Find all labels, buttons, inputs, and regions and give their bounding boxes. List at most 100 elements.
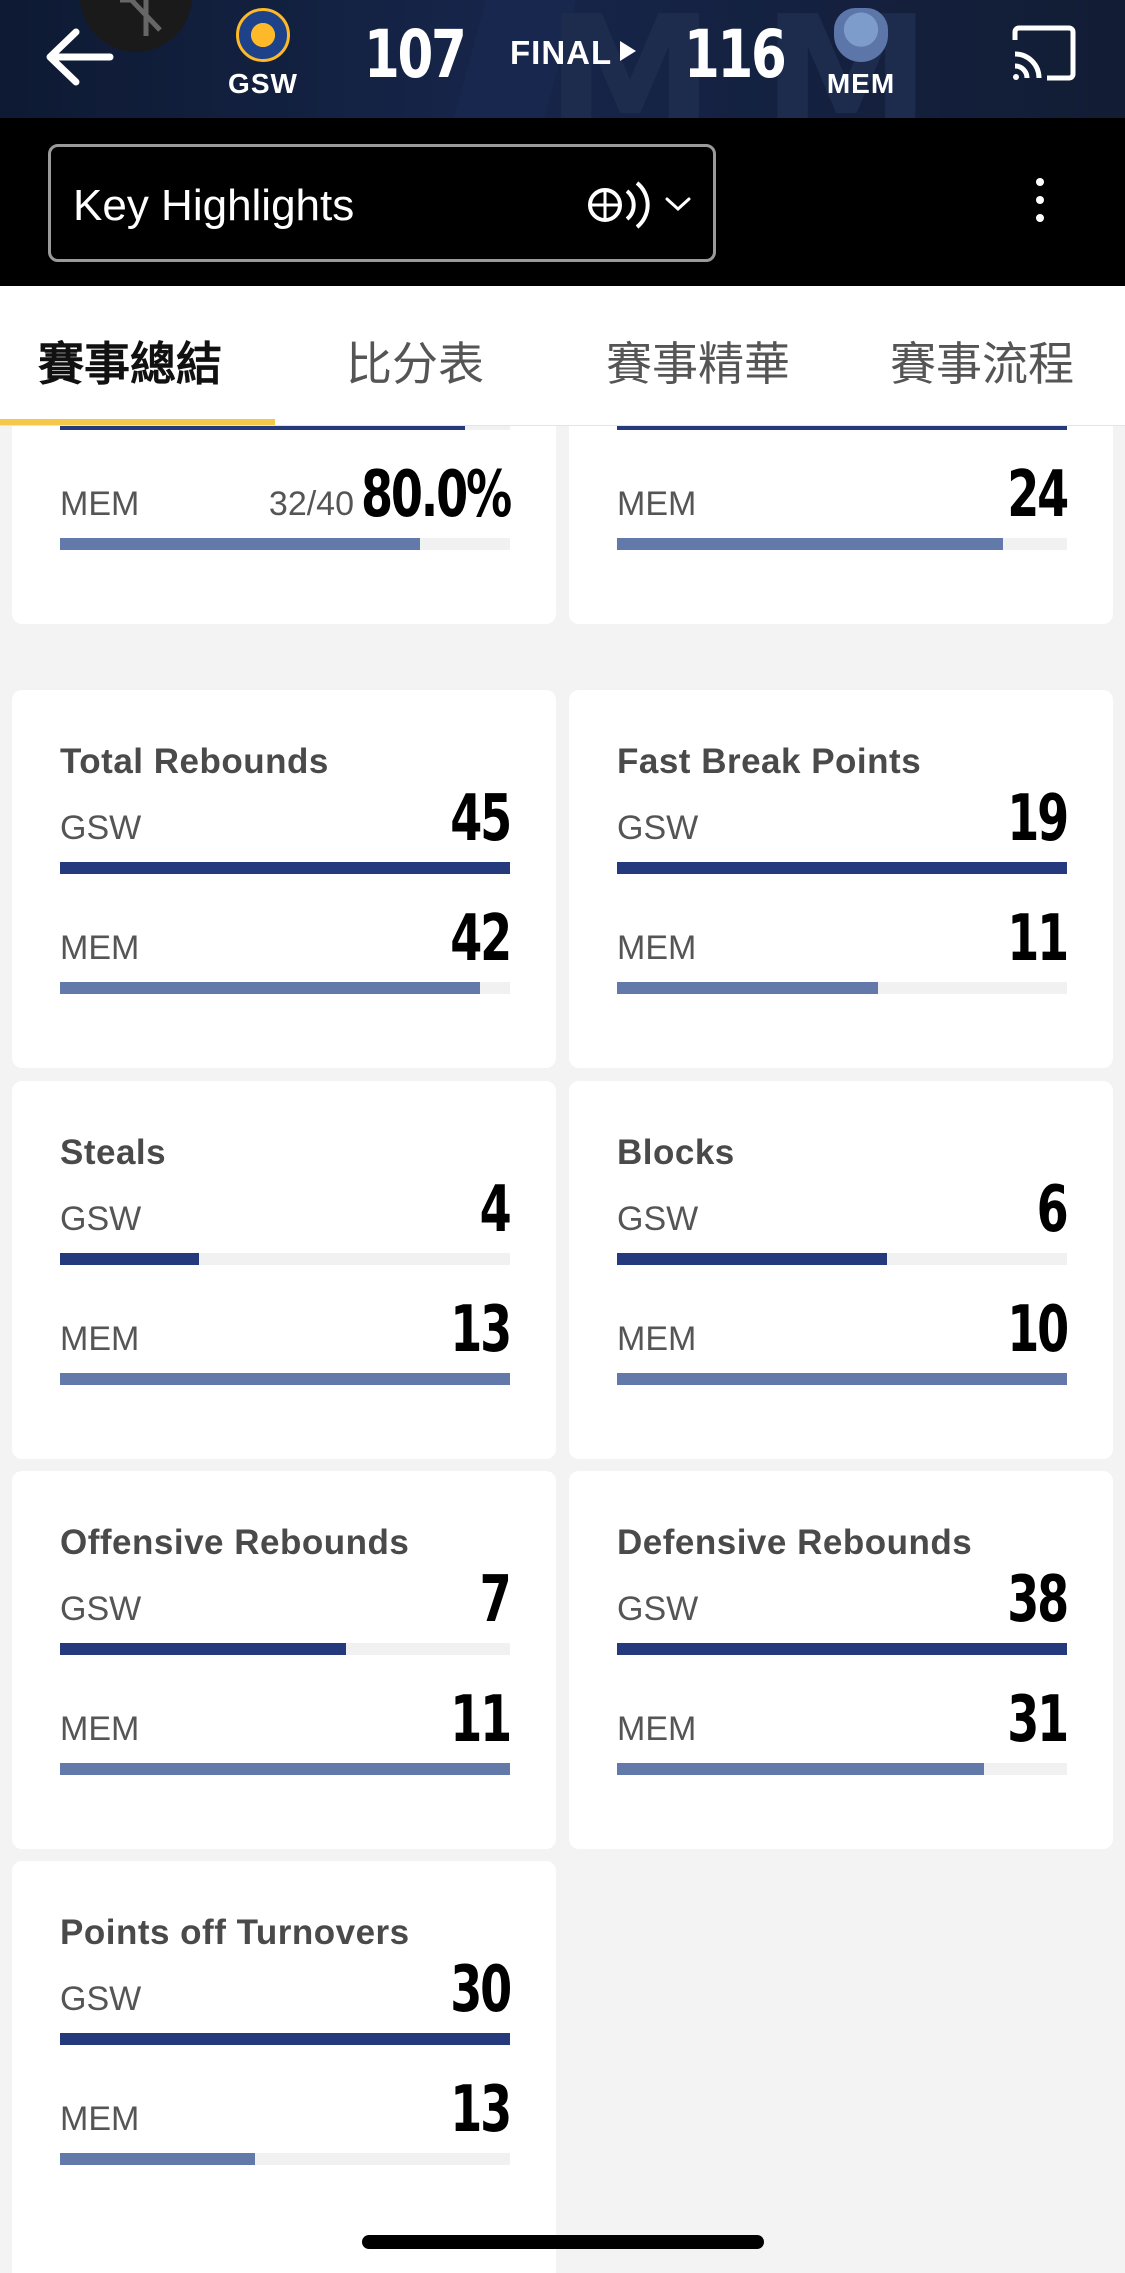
- game-status[interactable]: FINAL: [510, 34, 637, 72]
- stat-bar-fill: [60, 982, 480, 994]
- arrow-left-icon: [46, 28, 114, 86]
- away-team-abbr: MEM: [826, 68, 896, 99]
- stat-bar-fill: [60, 1253, 199, 1265]
- stat-title: Defensive Rebounds: [617, 1523, 973, 1562]
- cast-button[interactable]: [1009, 24, 1079, 84]
- more-vertical-icon: [1036, 178, 1044, 186]
- home-team[interactable]: GSW: [208, 8, 318, 100]
- stat-bar-track: [60, 2153, 510, 2165]
- tab-highlights[interactable]: 賽事精華: [606, 338, 790, 390]
- stat-value: 11: [1007, 902, 1069, 976]
- tab-bar: 賽事總結 比分表 賽事精華 賽事流程: [0, 286, 1125, 426]
- stat-card: GSW28MEM24: [569, 426, 1113, 624]
- stat-bar-track: [60, 1763, 510, 1775]
- mem-stat-row: MEM 32/40 80.0%: [60, 458, 512, 550]
- gsw-logo-icon: [236, 8, 290, 62]
- highlights-dropdown[interactable]: Key Highlights: [48, 144, 716, 262]
- gsw-stat-row: GSW 38: [617, 1563, 1069, 1655]
- mem-stat-row: MEM 42: [60, 902, 512, 994]
- more-options-button[interactable]: [1028, 178, 1052, 230]
- stat-bar-track: [60, 862, 510, 874]
- stat-title: Steals: [60, 1133, 167, 1172]
- stat-value: 10: [1007, 1293, 1069, 1367]
- stat-bar-track: [617, 1763, 1067, 1775]
- stat-bar-track: [60, 982, 510, 994]
- team-abbr: MEM: [60, 929, 140, 967]
- dropdown-label: Key Highlights: [73, 181, 355, 230]
- game-status-label: FINAL: [510, 34, 613, 71]
- tab-boxscore[interactable]: 比分表: [346, 338, 484, 390]
- stat-bar-track: [617, 982, 1067, 994]
- stat-bar-fill: [60, 426, 465, 430]
- stat-bar-fill: [617, 862, 1067, 874]
- stat-bar-track: [60, 538, 510, 550]
- back-button[interactable]: [40, 22, 130, 92]
- stat-bar-fill: [60, 1373, 510, 1385]
- cast-icon: [1012, 25, 1076, 81]
- gsw-stat-row: GSW 30: [60, 1953, 512, 2045]
- tab-play-by-play[interactable]: 賽事流程: [890, 338, 1074, 390]
- gsw-stat-row: GSW 45: [60, 782, 512, 874]
- home-team-abbr: GSW: [228, 68, 298, 99]
- stat-card: Blocks GSW 6 MEM 10: [569, 1081, 1113, 1459]
- stat-value: 4: [480, 1173, 512, 1247]
- stat-bar-fill: [617, 1643, 1067, 1655]
- stat-bar-track: [617, 862, 1067, 874]
- home-score: 107: [364, 16, 467, 93]
- stat-value: 13: [450, 2073, 512, 2147]
- stat-bar-track: [60, 1373, 510, 1385]
- stat-value: 30: [450, 1953, 512, 2027]
- team-abbr: MEM: [617, 929, 697, 967]
- stat-fraction: 32/40: [268, 485, 354, 523]
- stat-bar-track: [60, 1643, 510, 1655]
- speaker-muted-icon: [120, 0, 162, 36]
- more-vertical-dot: [1036, 214, 1044, 222]
- mem-stat-row: MEM 31: [617, 1683, 1069, 1775]
- stat-title: Total Rebounds: [60, 742, 329, 781]
- stat-bar-track: [60, 426, 510, 430]
- team-abbr: GSW: [617, 809, 699, 847]
- team-abbr: GSW: [60, 1200, 142, 1238]
- away-team[interactable]: MEM: [806, 8, 916, 100]
- stat-bar-fill: [617, 426, 1067, 430]
- mem-stat-row: MEM 11: [617, 902, 1069, 994]
- team-abbr: MEM: [60, 485, 140, 523]
- play-triangle-icon: [620, 41, 637, 61]
- tab-summary[interactable]: 賽事總結: [38, 338, 222, 390]
- stat-bar-fill: [60, 1643, 346, 1655]
- view-selector-bar: Key Highlights: [0, 118, 1125, 286]
- stat-bar-track: [617, 1373, 1067, 1385]
- mem-stat-row: MEM 10: [617, 1293, 1069, 1385]
- stats-list[interactable]: GSW9/1090.0%MEM32/4080.0%GSW28MEM24Total…: [0, 426, 1125, 2273]
- active-tab-indicator: [0, 419, 275, 425]
- stat-bar-fill: [617, 1253, 887, 1265]
- stat-bar-track: [617, 538, 1067, 550]
- stat-bar-fill: [617, 1763, 984, 1775]
- stat-bar-track: [60, 1253, 510, 1265]
- stat-value: 42: [450, 902, 512, 976]
- team-abbr: GSW: [617, 1590, 699, 1628]
- mute-button[interactable]: [80, 0, 192, 52]
- team-abbr: MEM: [60, 1710, 140, 1748]
- team-abbr: MEM: [60, 2100, 140, 2138]
- stat-title: Offensive Rebounds: [60, 1523, 410, 1562]
- stat-card: Offensive Rebounds GSW 7 MEM 11: [12, 1471, 556, 1849]
- gsw-stat-row: GSW 7: [60, 1563, 512, 1655]
- gsw-stat-row: GSW 19: [617, 782, 1069, 874]
- more-vertical-dot: [1036, 196, 1044, 204]
- home-indicator: [362, 2235, 764, 2249]
- stat-card: Points off Turnovers GSW 30 MEM 13: [12, 1861, 556, 2273]
- stat-bar-fill: [60, 2153, 255, 2165]
- stat-card: Defensive Rebounds GSW 38 MEM 31: [569, 1471, 1113, 1849]
- gsw-stat-row: GSW 4: [60, 1173, 512, 1265]
- stat-bar-fill: [617, 1373, 1067, 1385]
- team-abbr: GSW: [60, 1590, 142, 1628]
- mem-stat-row: MEM 24: [617, 458, 1069, 550]
- stat-title: Points off Turnovers: [60, 1913, 410, 1952]
- stat-value: 6: [1037, 1173, 1069, 1247]
- team-abbr: MEM: [617, 1320, 697, 1358]
- stat-card: Total Rebounds GSW 45 MEM 42: [12, 690, 556, 1068]
- stat-title: Blocks: [617, 1133, 735, 1172]
- stat-value: 31: [1007, 1683, 1069, 1757]
